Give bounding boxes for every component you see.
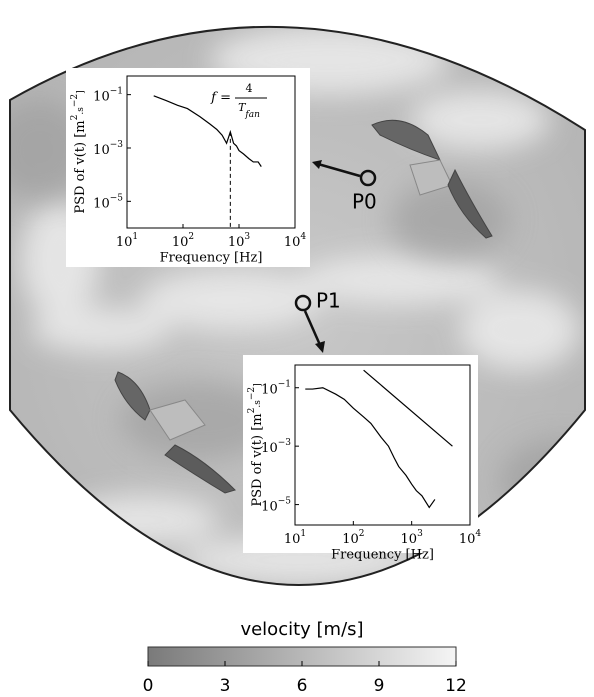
y-tick-label-part: 10 xyxy=(261,441,278,456)
inset-background xyxy=(243,355,478,553)
annotation-lhs: f = xyxy=(210,91,231,106)
x-tick-label-part: 1 xyxy=(300,529,306,539)
plot-frame xyxy=(294,364,471,526)
psd-line xyxy=(153,95,262,167)
annotation-denominator-part: fan xyxy=(244,110,260,120)
y-tick-label-part: 10 xyxy=(93,89,110,104)
arrow-head xyxy=(315,341,325,353)
x-tick-label: 102 xyxy=(172,232,194,250)
y-tick-label-part: 10 xyxy=(261,499,278,514)
y-tick-label: 10−3 xyxy=(261,438,291,456)
y-tick-label-part: −3 xyxy=(278,438,292,448)
x-tick-label: 102 xyxy=(342,529,364,547)
y-tick-label: 10−1 xyxy=(93,86,123,104)
x-tick-label-part: 10 xyxy=(284,235,301,250)
y-axis-label: PSD of v(t) [m2.s−2] xyxy=(70,90,88,213)
x-tick-label-part: 10 xyxy=(401,532,418,547)
x-tick-label-part: 10 xyxy=(172,235,189,250)
x-tick-label-part: 10 xyxy=(284,532,301,547)
y-tick-label-part: −5 xyxy=(278,496,292,506)
annotation-denominator: Tfan xyxy=(238,101,260,120)
y-tick-label-part: −3 xyxy=(110,139,124,149)
y-tick-label: 10−5 xyxy=(93,193,123,211)
x-tick-label-part: 4 xyxy=(475,529,481,539)
y-tick-label-part: 10 xyxy=(93,196,110,211)
probe-arrow xyxy=(317,162,361,178)
x-tick-label-part: 10 xyxy=(228,235,245,250)
y-tick-label-part: 10 xyxy=(261,382,278,397)
y-axis-label-part: −2 xyxy=(247,387,257,400)
plot-frame xyxy=(126,75,296,229)
colorbar-tick-label: 6 xyxy=(297,676,308,696)
annotation-numerator: 4 xyxy=(246,82,253,95)
x-tick-label: 104 xyxy=(459,529,482,547)
x-tick-label-part: 3 xyxy=(417,529,423,539)
x-tick-label-part: 3 xyxy=(244,232,250,242)
y-axis-label-part: 2 xyxy=(247,408,257,414)
x-tick-label: 103 xyxy=(401,529,424,547)
y-tick-label: 10−5 xyxy=(261,496,291,514)
x-tick-label-part: 10 xyxy=(342,532,359,547)
x-tick-label: 104 xyxy=(284,232,307,250)
probe-label: P0 xyxy=(352,190,377,214)
annotation-denominator-part: T xyxy=(238,101,247,114)
inset-background xyxy=(66,68,310,267)
psd-line xyxy=(363,369,453,447)
probe-marker xyxy=(294,294,312,312)
y-tick-label-part: −1 xyxy=(278,379,291,389)
y-tick-label-part: 10 xyxy=(93,142,110,157)
x-tick-label-part: 2 xyxy=(359,529,365,539)
y-axis-label-part: .s xyxy=(253,400,263,408)
colorbar-tick-label: 12 xyxy=(445,676,467,696)
x-tick-label: 101 xyxy=(284,529,306,547)
y-axis-label-part: 2 xyxy=(70,115,80,121)
y-axis-label-part: PSD of v(t) [m xyxy=(250,413,265,506)
colorbar-tick-label: 9 xyxy=(374,676,385,696)
y-tick-label-part: −1 xyxy=(110,86,123,96)
y-tick-label-part: −5 xyxy=(110,193,124,203)
x-tick-label-part: 10 xyxy=(116,235,133,250)
y-axis-label-part: .s xyxy=(76,107,86,115)
colorbar-tick-label: 3 xyxy=(220,676,231,696)
y-axis-label-part: PSD of v(t) [m xyxy=(73,120,88,213)
probe-label: P1 xyxy=(316,289,341,313)
colorbar-tick-label: 0 xyxy=(143,676,154,696)
y-axis-label-part: ] xyxy=(253,383,263,387)
x-tick-label-part: 4 xyxy=(300,232,306,242)
fan-bottom xyxy=(114,371,236,494)
x-tick-label: 103 xyxy=(228,232,251,250)
x-tick-label-part: 10 xyxy=(459,532,476,547)
probe-arrow xyxy=(303,310,322,346)
colorbar: velocity [m/s] 0 3 6 9 12 xyxy=(143,619,467,696)
y-tick-label: 10−1 xyxy=(261,379,291,397)
x-tick-label-part: 1 xyxy=(132,232,138,242)
colorbar-title: velocity [m/s] xyxy=(240,619,363,640)
y-tick-label: 10−3 xyxy=(93,139,123,157)
psd-line xyxy=(305,387,436,509)
x-axis-label: Frequency [Hz] xyxy=(160,251,263,266)
probe-marker xyxy=(359,169,377,187)
y-axis-label-part: ] xyxy=(76,90,86,94)
y-axis-label: PSD of v(t) [m2.s−2] xyxy=(247,383,265,506)
x-axis-label: Frequency [Hz] xyxy=(331,548,434,563)
x-tick-label: 101 xyxy=(116,232,138,250)
fan-top xyxy=(371,119,493,239)
arrow-head xyxy=(312,160,322,169)
x-tick-label-part: 2 xyxy=(188,232,194,242)
y-axis-label-part: −2 xyxy=(70,94,80,107)
domain-outline xyxy=(9,25,586,586)
